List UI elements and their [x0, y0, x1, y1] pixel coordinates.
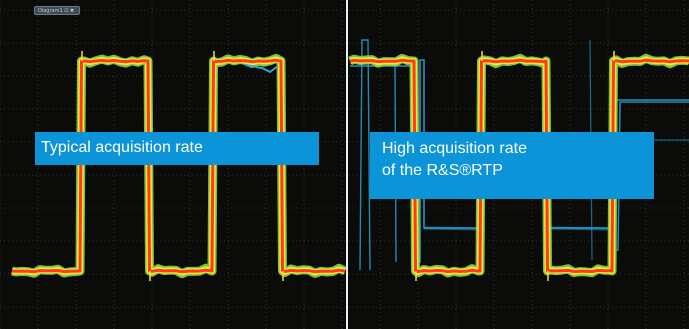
typical-trace-green-band	[11, 53, 347, 279]
label-high-line1: High acquisition rate	[382, 140, 527, 157]
label-high-line2: of the R&S®RTP	[382, 162, 503, 179]
label-typical-acquisition-rate: Typical acquisition rate	[35, 132, 319, 165]
label-high-acquisition-rate: High acquisition rate of the R&S®RTP	[370, 132, 654, 199]
diagram-tab[interactable]: Diagram1 ⊡ ✖	[34, 6, 80, 15]
label-typical-text: Typical acquisition rate	[41, 139, 203, 156]
typical-trace-red-core	[11, 58, 346, 274]
typical-trace-yellow-band	[11, 56, 346, 276]
typical-glitch	[244, 64, 279, 74]
high-glitch-band	[423, 226, 612, 231]
high-trace-red-core	[349, 58, 689, 274]
